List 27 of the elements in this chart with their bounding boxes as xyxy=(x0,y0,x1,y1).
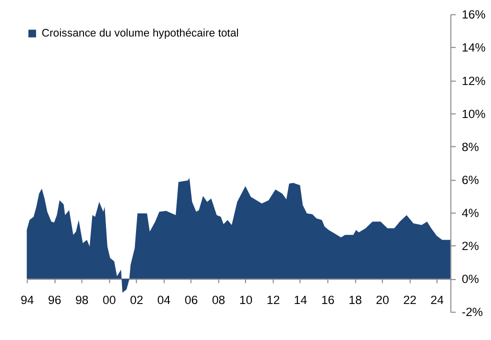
x-tick-label: 24 xyxy=(430,293,444,308)
x-tick-label: 02 xyxy=(130,293,144,308)
y-tick-label: 0% xyxy=(462,272,480,286)
x-tick-label: 08 xyxy=(212,293,226,308)
x-tick-label: 14 xyxy=(294,293,308,308)
x-tick-label: 20 xyxy=(376,293,390,308)
x-tick-label: 06 xyxy=(184,293,198,308)
y-tick-label: 2% xyxy=(462,239,480,254)
legend-label: Croissance du volume hypothécaire total xyxy=(42,28,239,40)
x-tick-label: 04 xyxy=(157,293,171,308)
y-tick-label: 10% xyxy=(462,106,486,121)
y-tick-label: 12% xyxy=(462,74,486,88)
x-tick-label: 00 xyxy=(102,293,116,308)
x-tick-label: 96 xyxy=(48,293,62,308)
y-tick-label: 14% xyxy=(462,40,486,55)
x-tick-label: 18 xyxy=(348,293,362,308)
x-tick-label: 12 xyxy=(266,293,280,308)
x-tick-label: 22 xyxy=(403,293,417,308)
y-tick-label: 8% xyxy=(462,140,480,154)
y-tick-label: 4% xyxy=(462,206,480,220)
x-tick-label: 16 xyxy=(321,293,335,308)
y-tick-label: -2% xyxy=(462,305,484,320)
y-tick-label: 6% xyxy=(462,172,480,187)
x-tick-label: 94 xyxy=(20,293,34,308)
x-tick-label: 10 xyxy=(239,293,253,308)
x-tick-label: 98 xyxy=(75,293,89,308)
y-tick-label: 16% xyxy=(462,8,486,22)
